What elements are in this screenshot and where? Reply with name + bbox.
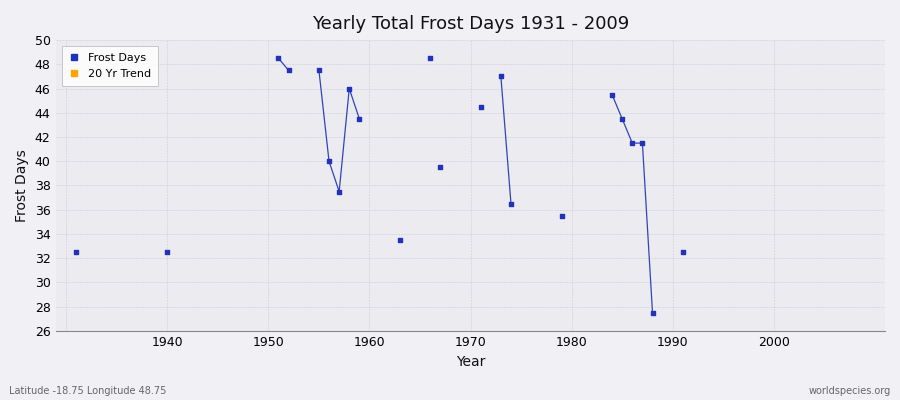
Text: Latitude -18.75 Longitude 48.75: Latitude -18.75 Longitude 48.75: [9, 386, 166, 396]
Point: [605, 92, 619, 98]
Y-axis label: Frost Days: Frost Days: [15, 149, 29, 222]
Point: [69, 249, 84, 255]
Point: [504, 200, 518, 207]
Point: [554, 212, 569, 219]
Point: [271, 55, 285, 62]
X-axis label: Year: Year: [456, 355, 485, 369]
Point: [676, 249, 690, 255]
Point: [645, 310, 660, 316]
Text: worldspecies.org: worldspecies.org: [809, 386, 891, 396]
Point: [311, 67, 326, 74]
Point: [635, 140, 650, 146]
Point: [423, 55, 437, 62]
Point: [282, 67, 296, 74]
Point: [322, 158, 337, 164]
Point: [352, 116, 366, 122]
Point: [392, 237, 407, 243]
Point: [433, 164, 447, 170]
Point: [160, 249, 175, 255]
Point: [342, 85, 356, 92]
Point: [473, 104, 488, 110]
Point: [626, 140, 640, 146]
Legend: Frost Days, 20 Yr Trend: Frost Days, 20 Yr Trend: [62, 46, 158, 86]
Title: Yearly Total Frost Days 1931 - 2009: Yearly Total Frost Days 1931 - 2009: [312, 15, 629, 33]
Point: [332, 188, 347, 195]
Point: [615, 116, 629, 122]
Point: [494, 73, 508, 80]
